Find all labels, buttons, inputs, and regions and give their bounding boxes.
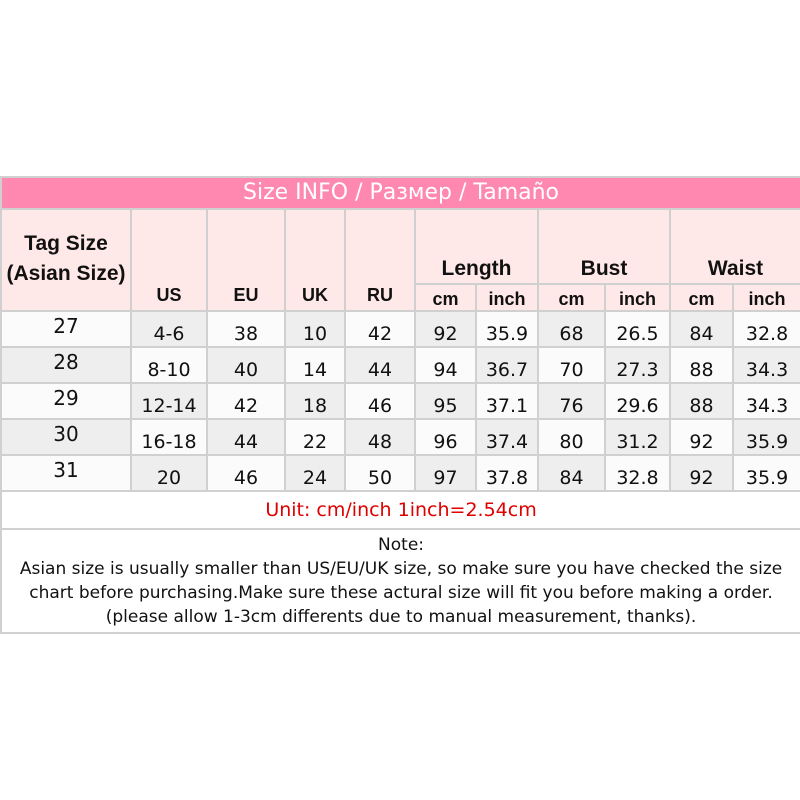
unit-note: Unit: cm/inch 1inch=2.54cm	[2, 492, 800, 528]
header-waist: Waist	[671, 210, 800, 283]
table-cell: 14	[286, 348, 344, 382]
table-cell: 37.4	[477, 420, 537, 454]
header-waist-cm: cm	[671, 285, 732, 310]
table-cell: 96	[416, 420, 475, 454]
table-row: 29 12-14 42 18 46 95 37.1 76 29.6 88 34.3	[2, 384, 800, 418]
size-table: Size INFO / Размер / Tamaño Tag Size (As…	[0, 176, 800, 634]
table-cell: 95	[416, 384, 475, 418]
table-cell: 94	[416, 348, 475, 382]
table-cell: 97	[416, 456, 475, 490]
table-cell: 29	[2, 384, 130, 418]
table-cell: 8-10	[132, 348, 206, 382]
table-cell: 36.7	[477, 348, 537, 382]
table-cell: 50	[346, 456, 414, 490]
table-cell: 34.3	[734, 384, 800, 418]
header-length-cm: cm	[416, 285, 475, 310]
table-cell: 76	[539, 384, 604, 418]
header-bust: Bust	[539, 210, 669, 283]
table-cell: 32.8	[734, 312, 800, 346]
header-ru: RU	[346, 210, 414, 310]
table-cell: 31.2	[606, 420, 669, 454]
table-cell: 27	[2, 312, 130, 346]
table-cell: 35.9	[477, 312, 537, 346]
table-cell: 37.1	[477, 384, 537, 418]
table-cell: 35.9	[734, 420, 800, 454]
header-uk: UK	[286, 210, 344, 310]
table-cell: 28	[2, 348, 130, 382]
note-text: Asian size is usually smaller than US/EU…	[19, 559, 783, 627]
header-bust-inch: inch	[606, 285, 669, 310]
header-length: Length	[416, 210, 537, 283]
table-cell: 88	[671, 384, 732, 418]
table-cell: 44	[208, 420, 284, 454]
note-title: Note:	[378, 535, 425, 555]
table-cell: 42	[346, 312, 414, 346]
table-cell: 38	[208, 312, 284, 346]
table-cell: 20	[132, 456, 206, 490]
table-title: Size INFO / Размер / Tamaño	[2, 178, 800, 208]
table-row: 27 4-6 38 10 42 92 35.9 68 26.5 84 32.8	[2, 312, 800, 346]
table-cell: 46	[208, 456, 284, 490]
table-cell: 40	[208, 348, 284, 382]
table-cell: 92	[671, 420, 732, 454]
table-cell: 35.9	[734, 456, 800, 490]
size-chart: Size INFO / Размер / Tamaño Tag Size (As…	[0, 176, 800, 634]
table-cell: 34.3	[734, 348, 800, 382]
table-cell: 27.3	[606, 348, 669, 382]
note-cell: Note: Asian size is usually smaller than…	[2, 530, 800, 632]
header-bust-cm: cm	[539, 285, 604, 310]
table-row: 31 20 46 24 50 97 37.8 84 32.8 92 35.9	[2, 456, 800, 490]
table-cell: 10	[286, 312, 344, 346]
header-eu: EU	[208, 210, 284, 310]
table-cell: 92	[416, 312, 475, 346]
table-cell: 70	[539, 348, 604, 382]
table-cell: 46	[346, 384, 414, 418]
header-length-inch: inch	[477, 285, 537, 310]
table-row: 30 16-18 44 22 48 96 37.4 80 31.2 92 35.9	[2, 420, 800, 454]
table-cell: 42	[208, 384, 284, 418]
table-cell: 88	[671, 348, 732, 382]
table-cell: 29.6	[606, 384, 669, 418]
table-cell: 22	[286, 420, 344, 454]
header-tag-size: Tag Size (Asian Size)	[2, 210, 130, 310]
table-cell: 68	[539, 312, 604, 346]
table-cell: 30	[2, 420, 130, 454]
table-cell: 24	[286, 456, 344, 490]
table-cell: 48	[346, 420, 414, 454]
table-cell: 92	[671, 456, 732, 490]
table-cell: 18	[286, 384, 344, 418]
table-cell: 80	[539, 420, 604, 454]
table-cell: 44	[346, 348, 414, 382]
table-cell: 84	[671, 312, 732, 346]
table-cell: 4-6	[132, 312, 206, 346]
table-cell: 37.8	[477, 456, 537, 490]
header-us: US	[132, 210, 206, 310]
table-cell: 26.5	[606, 312, 669, 346]
table-row: 28 8-10 40 14 44 94 36.7 70 27.3 88 34.3	[2, 348, 800, 382]
table-cell: 31	[2, 456, 130, 490]
table-cell: 84	[539, 456, 604, 490]
table-cell: 16-18	[132, 420, 206, 454]
table-cell: 12-14	[132, 384, 206, 418]
table-cell: 32.8	[606, 456, 669, 490]
header-waist-inch: inch	[734, 285, 800, 310]
